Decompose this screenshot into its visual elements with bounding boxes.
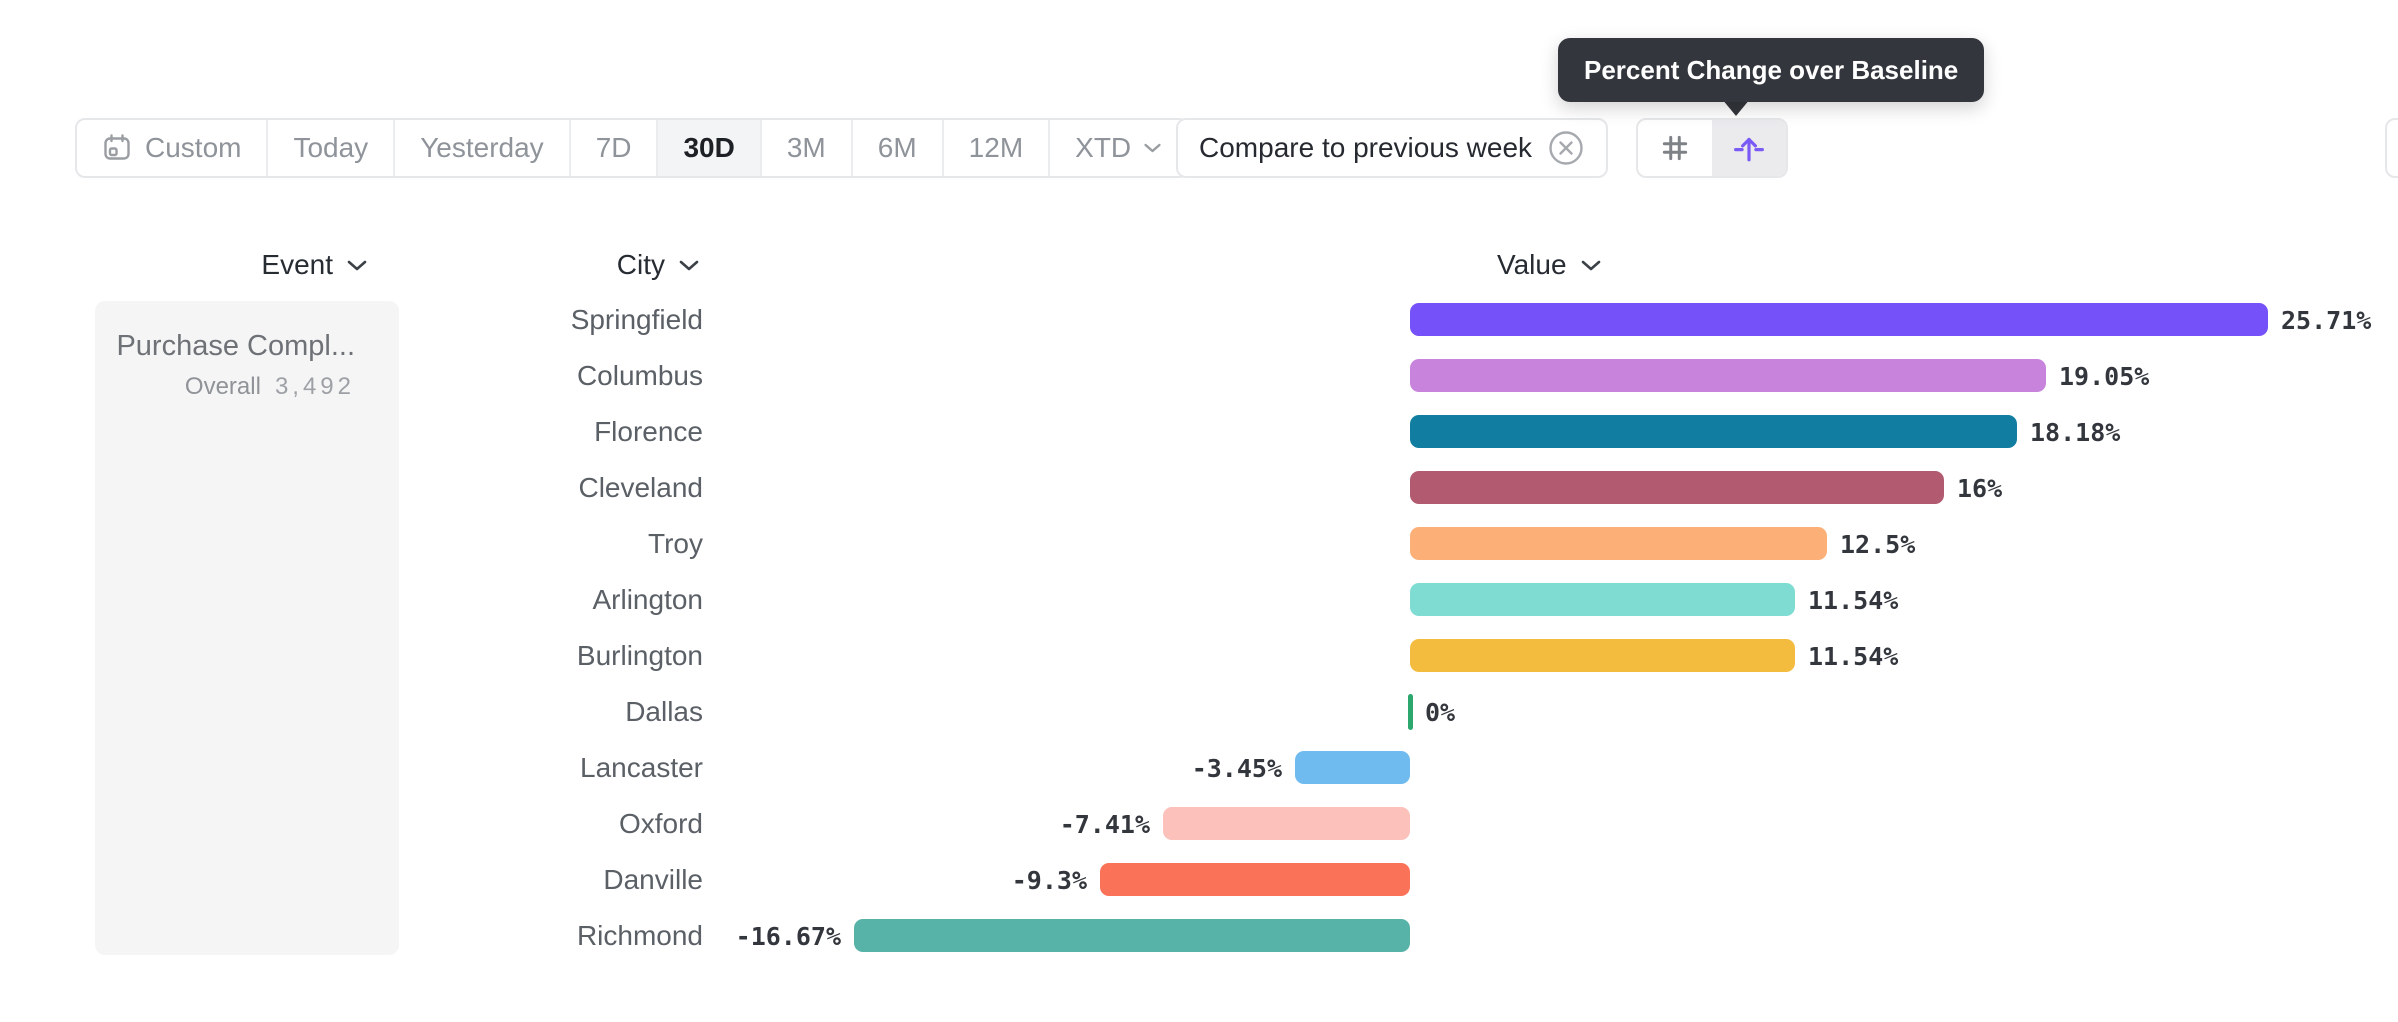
calendar-icon [102, 133, 132, 163]
date-range-label: Custom [145, 132, 242, 163]
overall-label: Overall [184, 373, 261, 400]
city-label: Richmond [576, 920, 703, 951]
city-label: Danville [603, 864, 703, 895]
table-row: Lancaster -3.45% [0, 740, 2398, 796]
column-header-event[interactable]: Event [95, 248, 368, 282]
event-overall: Overall 3,492 [95, 373, 355, 401]
event-panel-card[interactable]: Purchase Compl... Overall 3,492 [95, 301, 399, 955]
date-range-6m[interactable]: 6M [850, 120, 942, 176]
value-label: 0% [1425, 698, 1456, 727]
tooltip: Percent Change over Baseline [1558, 38, 1985, 102]
table-row: Danville -9.3% [0, 852, 2398, 908]
date-range-label: 12M [968, 132, 1024, 163]
date-range-label: Yesterday [420, 132, 544, 163]
value-bar[interactable] [1410, 415, 2017, 448]
date-range-label: 7D [595, 132, 632, 163]
event-name: Purchase Compl... [116, 330, 355, 362]
date-range-yesterday[interactable]: Yesterday [393, 120, 569, 176]
percent-change-baseline-button[interactable] [1712, 120, 1786, 176]
city-header-label: City [616, 249, 665, 280]
table-row: Troy 12.5% [0, 516, 2398, 572]
chevron-down-icon [1143, 142, 1162, 154]
value-bar[interactable] [854, 919, 1410, 952]
chevron-down-icon [678, 259, 700, 272]
table-row: Columbus 19.05% [0, 348, 2398, 404]
city-label: Burlington [576, 640, 703, 671]
tooltip-arrow [1722, 99, 1750, 116]
column-header-city[interactable]: City [400, 248, 700, 282]
compare-to-previous-button[interactable]: Compare to previous week [1176, 118, 1609, 178]
date-range-label: 6M [877, 132, 917, 163]
date-range-label: 30D [683, 132, 735, 163]
date-range-xtd[interactable]: XTD [1048, 120, 1187, 176]
table-row: Florence 18.18% [0, 404, 2398, 460]
tooltip-text: Percent Change over Baseline [1584, 54, 1959, 85]
date-range-30d[interactable]: 30D [656, 120, 760, 176]
date-range-label: 3M [786, 132, 826, 163]
date-range-group: Custom Today Yesterday 7D 30D 3M 6M 12M … [75, 118, 1190, 178]
date-range-3m[interactable]: 3M [759, 120, 851, 176]
city-label: Troy [648, 528, 703, 559]
date-range-label: Today [293, 132, 369, 163]
value-label: 18.18% [2030, 418, 2121, 447]
date-range-12m[interactable]: 12M [941, 120, 1048, 176]
city-label: Florence [594, 416, 703, 447]
value-label: 12.5% [1840, 530, 1916, 559]
baseline-arrow-icon [1733, 132, 1765, 164]
table-row: Cleveland 16% [0, 460, 2398, 516]
city-label: Arlington [592, 584, 703, 615]
value-bar[interactable] [1100, 863, 1410, 896]
city-label: Oxford [618, 808, 703, 839]
event-header-label: Event [261, 249, 333, 280]
value-bar[interactable] [1410, 583, 1795, 616]
table-row: Oxford -7.41% [0, 796, 2398, 852]
value-label: -3.45% [1191, 754, 1282, 783]
value-bar[interactable] [1408, 694, 1413, 730]
value-label: -7.41% [1059, 810, 1150, 839]
value-label: 11.54% [1808, 586, 1899, 615]
close-circle-icon[interactable] [1547, 129, 1585, 167]
city-label: Dallas [625, 696, 703, 727]
hash-grid-icon [1659, 132, 1691, 164]
value-bar[interactable] [1410, 303, 2268, 336]
value-label: -16.67% [735, 922, 841, 951]
value-bar[interactable] [1410, 639, 1795, 672]
chevron-down-icon [1580, 259, 1602, 272]
value-header-label: Value [1497, 249, 1567, 280]
table-row: Dallas 0% [0, 684, 2398, 740]
grid-view-button[interactable] [1638, 120, 1712, 176]
date-range-label: XTD [1075, 132, 1132, 163]
chevron-down-icon [346, 259, 368, 272]
value-label: 19.05% [2059, 362, 2150, 391]
city-label: Lancaster [580, 752, 703, 783]
overall-value: 3,492 [274, 373, 355, 400]
city-label: Columbus [576, 360, 703, 391]
table-row: Burlington 11.54% [0, 628, 2398, 684]
city-label: Springfield [570, 304, 703, 335]
chart-view-toggle-group [1636, 118, 1788, 178]
date-range-7d[interactable]: 7D [568, 120, 657, 176]
value-bar[interactable] [1295, 751, 1410, 784]
value-bar[interactable] [1410, 527, 1827, 560]
table-row: Richmond -16.67% [0, 908, 2398, 964]
value-bar[interactable] [1410, 471, 1944, 504]
value-bar[interactable] [1163, 807, 1410, 840]
date-range-today[interactable]: Today [266, 120, 393, 176]
value-label: 11.54% [1808, 642, 1899, 671]
city-label: Cleveland [578, 472, 703, 503]
value-label: 16% [1957, 474, 2003, 503]
table-row: Springfield 25.71% [0, 292, 2398, 348]
compare-label: Compare to previous week [1199, 132, 1533, 163]
table-row: Arlington 11.54% [0, 572, 2398, 628]
edge-partial-button[interactable] [2385, 118, 2398, 178]
value-bar[interactable] [1410, 359, 2046, 392]
date-range-custom[interactable]: Custom [77, 120, 266, 176]
value-label: 25.71% [2281, 306, 2372, 335]
column-header-value[interactable]: Value [1497, 248, 1602, 282]
value-label: -9.3% [1011, 866, 1087, 895]
